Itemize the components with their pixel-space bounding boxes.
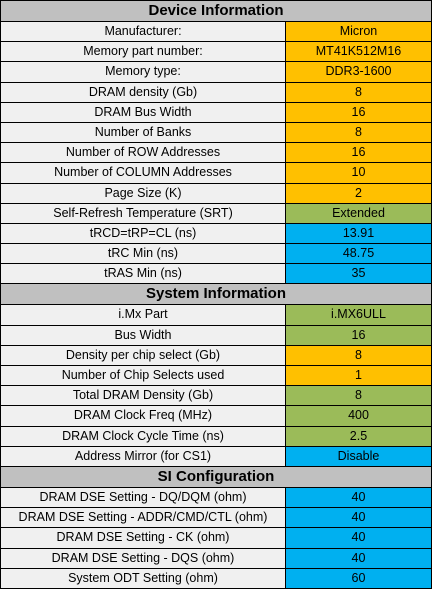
row-value-cell[interactable]: 2 — [286, 183, 432, 203]
table-row: DRAM DSE Setting - DQ/DQM (ohm) 40 — [1, 487, 432, 509]
row-value-cell[interactable]: 40 — [286, 508, 432, 528]
section-header-device-information[interactable]: Device Information — [1, 1, 432, 22]
table-row: tRCD=tRP=CL (ns) 13.91 — [1, 223, 432, 245]
row-label-cell[interactable]: i.Mx Part — [1, 305, 286, 325]
row-label-cell[interactable]: DRAM DSE Setting - ADDR/CMD/CTL (ohm) — [1, 508, 286, 528]
table-row: DRAM DSE Setting - ADDR/CMD/CTL (ohm) 40 — [1, 508, 432, 529]
row-value-cell[interactable]: 1 — [286, 366, 432, 386]
row-label-cell[interactable]: DRAM DSE Setting - DQS (ohm) — [1, 548, 286, 568]
table-row: DRAM DSE Setting - DQS (ohm) 40 — [1, 548, 432, 569]
row-value-cell[interactable]: 48.75 — [286, 244, 432, 264]
row-label-cell[interactable]: tRC Min (ns) — [1, 244, 286, 264]
row-label-cell[interactable]: Total DRAM Density (Gb) — [1, 386, 286, 406]
row-label-cell[interactable]: DRAM DSE Setting - DQ/DQM (ohm) — [1, 487, 286, 508]
row-label-cell[interactable]: Memory type: — [1, 62, 286, 82]
row-value-cell[interactable]: 8 — [286, 82, 432, 102]
row-value-cell[interactable]: 8 — [286, 386, 432, 406]
row-label-cell[interactable]: DRAM Bus Width — [1, 102, 286, 122]
section-header-si-configuration[interactable]: SI Configuration — [1, 466, 432, 488]
table-row: tRAS Min (ns) 35 — [1, 264, 432, 285]
table-row: DRAM DSE Setting - CK (ohm) 40 — [1, 528, 432, 549]
row-label-cell[interactable]: DRAM density (Gb) — [1, 82, 286, 102]
row-label-cell[interactable]: Manufacturer: — [1, 22, 286, 42]
row-label-cell[interactable]: Page Size (K) — [1, 183, 286, 203]
row-value-cell[interactable]: 40 — [286, 528, 432, 548]
table-row: tRC Min (ns) 48.75 — [1, 244, 432, 265]
table-row: Address Mirror (for CS1) Disable — [1, 446, 432, 467]
row-label-cell[interactable]: DRAM Clock Freq (MHz) — [1, 406, 286, 426]
table-row: Self-Refresh Temperature (SRT) Extended — [1, 203, 432, 224]
section-header-system-information[interactable]: System Information — [1, 284, 432, 306]
table-row: Number of COLUMN Addresses 10 — [1, 163, 432, 184]
row-value-cell[interactable]: 16 — [286, 143, 432, 163]
row-value-cell[interactable]: 16 — [286, 325, 432, 345]
table-row: System ODT Setting (ohm) 60 — [1, 568, 432, 589]
table-row: DRAM density (Gb) 8 — [1, 82, 432, 103]
row-value-cell[interactable]: Micron — [286, 22, 432, 42]
row-label-cell[interactable]: Number of ROW Addresses — [1, 143, 286, 163]
row-value-cell[interactable]: i.MX6ULL — [286, 305, 432, 325]
table-row: DRAM Clock Freq (MHz) 400 — [1, 406, 432, 427]
row-label-cell[interactable]: DRAM DSE Setting - CK (ohm) — [1, 528, 286, 548]
row-value-cell[interactable]: 8 — [286, 345, 432, 365]
row-label-cell[interactable]: DRAM Clock Cycle Time (ns) — [1, 426, 286, 446]
row-label-cell[interactable]: tRCD=tRP=CL (ns) — [1, 223, 286, 244]
row-value-cell[interactable]: Disable — [286, 446, 432, 466]
table-row: Page Size (K) 2 — [1, 183, 432, 204]
row-label-cell[interactable]: Number of Chip Selects used — [1, 366, 286, 386]
row-value-cell[interactable]: 13.91 — [286, 223, 432, 244]
row-label-cell[interactable]: tRAS Min (ns) — [1, 264, 286, 284]
table-row: Manufacturer: Micron — [1, 22, 432, 43]
row-label-cell[interactable]: Number of Banks — [1, 122, 286, 143]
table-row: DRAM Bus Width 16 — [1, 102, 432, 123]
row-value-cell[interactable]: DDR3-1600 — [286, 62, 432, 82]
row-label-cell[interactable]: Self-Refresh Temperature (SRT) — [1, 203, 286, 223]
row-label-cell[interactable]: Address Mirror (for CS1) — [1, 446, 286, 466]
table-row: i.Mx Part i.MX6ULL — [1, 305, 432, 326]
row-value-cell[interactable]: Extended — [286, 203, 432, 223]
row-value-cell[interactable]: 400 — [286, 406, 432, 426]
row-value-cell[interactable]: 40 — [286, 487, 432, 508]
row-value-cell[interactable]: 8 — [286, 122, 432, 143]
row-label-cell[interactable]: Bus Width — [1, 325, 286, 345]
table-row: Bus Width 16 — [1, 325, 432, 346]
table-row: DRAM Clock Cycle Time (ns) 2.5 — [1, 426, 432, 447]
table-row: Density per chip select (Gb) 8 — [1, 345, 432, 366]
row-value-cell[interactable]: MT41K512M16 — [286, 42, 432, 62]
row-value-cell[interactable]: 10 — [286, 163, 432, 183]
table-row: Memory part number: MT41K512M16 — [1, 42, 432, 63]
table-row: Number of Banks 8 — [1, 122, 432, 144]
row-value-cell[interactable]: 16 — [286, 102, 432, 122]
row-value-cell[interactable]: 60 — [286, 568, 432, 588]
row-label-cell[interactable]: Density per chip select (Gb) — [1, 345, 286, 365]
table-row: Memory type: DDR3-1600 — [1, 62, 432, 83]
table-row: Number of Chip Selects used 1 — [1, 366, 432, 387]
row-value-cell[interactable]: 2.5 — [286, 426, 432, 446]
row-label-cell[interactable]: Memory part number: — [1, 42, 286, 62]
row-label-cell[interactable]: System ODT Setting (ohm) — [1, 568, 286, 588]
row-value-cell[interactable]: 35 — [286, 264, 432, 284]
row-value-cell[interactable]: 40 — [286, 548, 432, 568]
row-label-cell[interactable]: Number of COLUMN Addresses — [1, 163, 286, 183]
table-row: Number of ROW Addresses 16 — [1, 143, 432, 164]
table-row: Total DRAM Density (Gb) 8 — [1, 386, 432, 407]
